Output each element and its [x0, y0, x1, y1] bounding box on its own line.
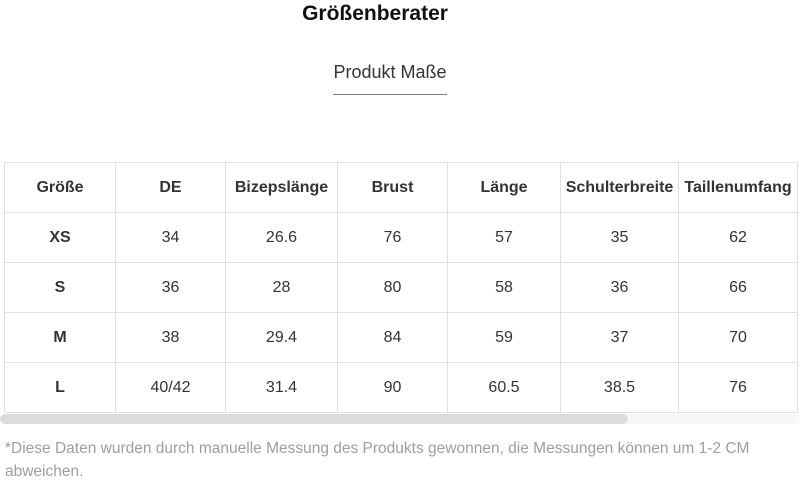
value-cell: 36 — [560, 262, 679, 313]
column-header-schulterbreite: Schulterbreite — [560, 162, 679, 213]
table-row-s: S 36 28 80 58 36 66 — [4, 262, 798, 313]
value-cell: 29.4 — [225, 312, 338, 363]
value-cell: 36 — [115, 262, 226, 313]
value-cell: 90 — [337, 362, 448, 413]
value-cell: 58 — [447, 262, 561, 313]
table-header-row: Größe DE Bizepslänge Brust Länge Schulte… — [4, 162, 798, 213]
value-cell: 38.5 — [560, 362, 679, 413]
value-cell: 76 — [337, 212, 448, 263]
value-cell: 59 — [447, 312, 561, 363]
size-table: Größe DE Bizepslänge Brust Länge Schulte… — [4, 162, 798, 413]
table-row-m: M 38 29.4 84 59 37 70 — [4, 312, 798, 363]
value-cell: 31.4 — [225, 362, 338, 413]
table-row-xs: XS 34 26.6 76 57 35 62 — [4, 212, 798, 263]
value-cell: 70 — [678, 312, 798, 363]
subtitle-product-measurements: Produkt Maße — [333, 62, 447, 95]
footnote-line-1: *Diese Daten wurden durch manuelle Messu… — [5, 440, 750, 457]
size-label-cell: S — [4, 262, 116, 313]
value-cell: 26.6 — [225, 212, 338, 263]
value-cell: 37 — [560, 312, 679, 363]
value-cell: 62 — [678, 212, 798, 263]
column-header-groesse: Größe — [4, 162, 116, 213]
scrollbar-thumb[interactable] — [0, 414, 628, 424]
page-title: Größenberater — [302, 2, 448, 25]
value-cell: 34 — [115, 212, 226, 263]
footnote: *Diese Daten wurden durch manuelle Messu… — [0, 437, 800, 483]
value-cell: 80 — [337, 262, 448, 313]
subtitle-container: Produkt Maße — [0, 62, 800, 95]
value-cell: 57 — [447, 212, 561, 263]
column-header-de: DE — [115, 162, 226, 213]
value-cell: 76 — [678, 362, 798, 413]
column-header-laenge: Länge — [447, 162, 561, 213]
column-header-taillenumfang: Taillenumfang — [678, 162, 798, 213]
value-cell: 66 — [678, 262, 798, 313]
column-header-bizepslaenge: Bizepslänge — [225, 162, 338, 213]
value-cell: 28 — [225, 262, 338, 313]
size-label-cell: L — [4, 362, 116, 413]
table-row-l: L 40/42 31.4 90 60.5 38.5 76 — [4, 362, 798, 413]
size-table-scroll-area[interactable]: Größe DE Bizepslänge Brust Länge Schulte… — [0, 162, 800, 413]
value-cell: 35 — [560, 212, 679, 263]
size-label-cell: XS — [4, 212, 116, 263]
footnote-line-2: abweichen. — [5, 463, 84, 480]
size-label-cell: M — [4, 312, 116, 363]
value-cell: 38 — [115, 312, 226, 363]
value-cell: 60.5 — [447, 362, 561, 413]
value-cell: 84 — [337, 312, 448, 363]
horizontal-scrollbar[interactable] — [0, 414, 800, 424]
value-cell: 40/42 — [115, 362, 226, 413]
column-header-brust: Brust — [337, 162, 448, 213]
